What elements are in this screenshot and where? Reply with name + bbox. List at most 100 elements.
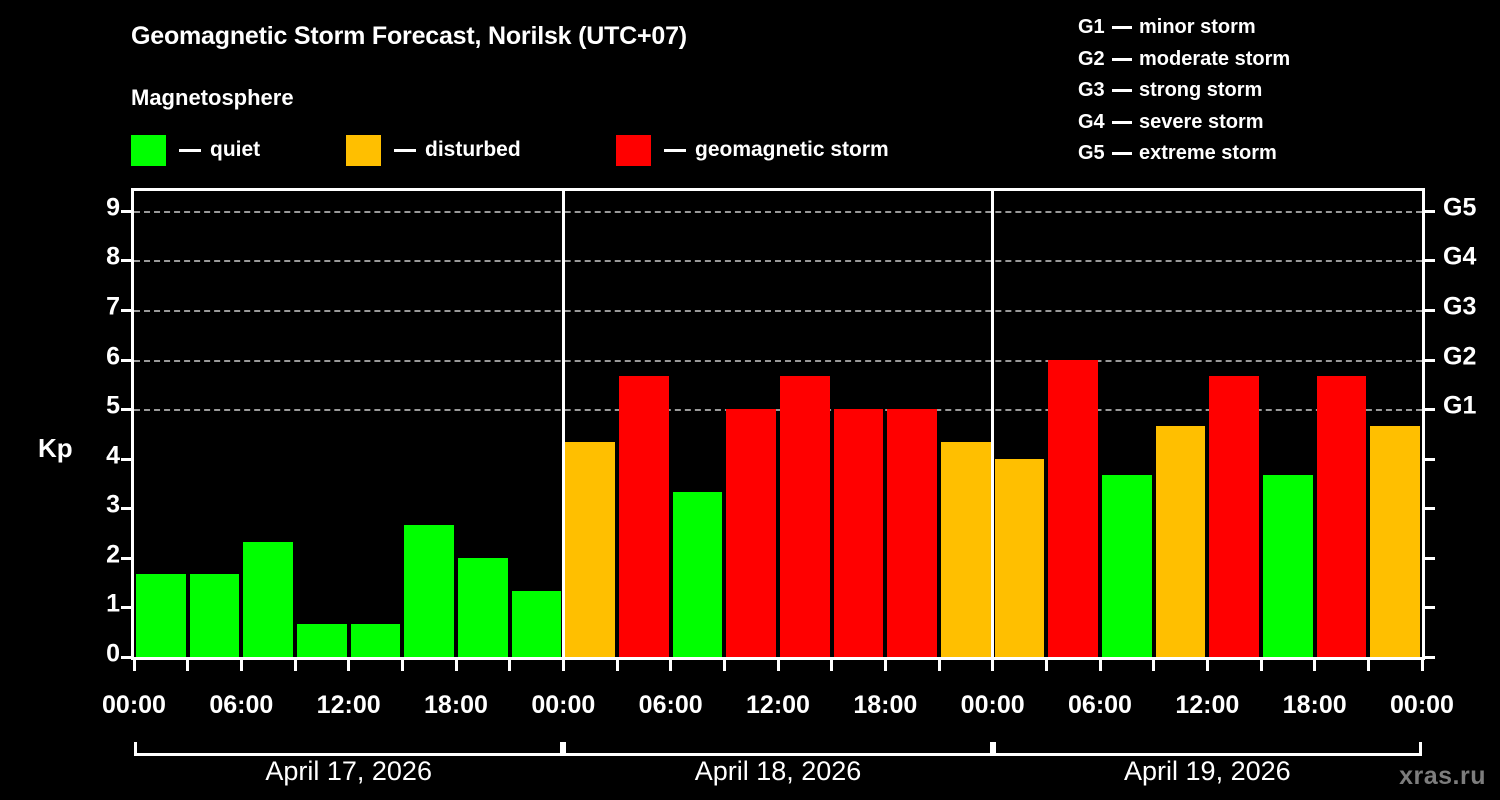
x-axis-label: 12:00 bbox=[746, 691, 810, 719]
legend-label-disturbed: disturbed bbox=[425, 138, 521, 161]
legend-item-disturbed: disturbed bbox=[346, 133, 521, 167]
x-tick-mark bbox=[1420, 660, 1424, 671]
g-legend-text: moderate storm bbox=[1139, 47, 1291, 70]
legend-item-storm: geomagnetic storm bbox=[616, 133, 889, 167]
y-tick-label: 8 bbox=[106, 242, 120, 271]
x-axis-label: 00:00 bbox=[102, 691, 166, 719]
bar-storm bbox=[780, 375, 830, 657]
x-tick-mark bbox=[830, 660, 834, 671]
x-axis-label: 18:00 bbox=[853, 691, 918, 719]
bar-storm bbox=[619, 375, 669, 657]
x-axis-label: 18:00 bbox=[1282, 691, 1347, 719]
g-legend-row-g3: G3 strong storm bbox=[1078, 75, 1290, 107]
x-axis-label: 12:00 bbox=[316, 691, 381, 719]
chart-subtitle: Magnetosphere bbox=[131, 85, 294, 110]
bar-storm bbox=[726, 409, 776, 657]
y-tick-mark-right bbox=[1425, 408, 1435, 412]
y-tick-mark-right bbox=[1425, 358, 1435, 362]
y-tick-label: 4 bbox=[106, 441, 120, 470]
bar-storm bbox=[1209, 375, 1259, 657]
legend-label-storm: geomagnetic storm bbox=[695, 138, 889, 161]
y-tick-mark bbox=[121, 358, 131, 362]
y-tick-mark bbox=[121, 259, 131, 263]
watermark: xras.ru bbox=[1399, 762, 1486, 790]
y-tick-mark-right bbox=[1425, 457, 1435, 461]
day-separator bbox=[991, 191, 995, 657]
g-legend-code: G1 bbox=[1078, 16, 1105, 38]
x-tick-mark bbox=[186, 660, 190, 671]
bar-quiet bbox=[136, 574, 186, 657]
x-axis-label: 18:00 bbox=[424, 691, 488, 719]
g-legend-row-g2: G2 moderate storm bbox=[1078, 44, 1290, 76]
day-label: April 19, 2026 bbox=[1124, 756, 1291, 786]
x-tick-mark bbox=[508, 660, 512, 671]
bar-quiet bbox=[243, 541, 293, 657]
right-axis-tick-g4: G4 bbox=[1443, 242, 1477, 271]
bar-disturbed bbox=[1370, 425, 1420, 657]
x-tick-mark bbox=[239, 660, 243, 671]
x-tick-mark bbox=[1313, 660, 1317, 671]
day-bracket bbox=[134, 742, 564, 756]
bar-disturbed bbox=[941, 442, 991, 657]
x-tick-mark bbox=[937, 660, 941, 671]
right-axis-tick-g2: G2 bbox=[1443, 342, 1477, 371]
y-tick-label: 2 bbox=[106, 540, 120, 569]
x-tick-mark bbox=[669, 660, 673, 671]
g-legend-code: G3 bbox=[1078, 79, 1105, 101]
y-tick-label: 5 bbox=[106, 391, 120, 420]
right-axis-tick-g1: G1 bbox=[1443, 391, 1477, 420]
y-axis-label: Kp bbox=[38, 433, 73, 463]
y-tick-mark-right bbox=[1425, 259, 1435, 263]
x-tick-mark bbox=[1205, 660, 1209, 671]
g-legend-dash-icon bbox=[1112, 89, 1132, 93]
x-axis-label: 12:00 bbox=[1175, 691, 1240, 719]
bar-quiet bbox=[458, 557, 508, 657]
bar-quiet bbox=[1102, 475, 1152, 657]
legend-dash-icon bbox=[179, 148, 201, 152]
bar-disturbed bbox=[994, 458, 1045, 657]
day-bracket bbox=[563, 742, 993, 756]
x-tick-mark bbox=[776, 660, 780, 671]
x-axis-label: 00:00 bbox=[960, 691, 1025, 719]
legend-swatch-quiet-icon bbox=[131, 134, 166, 166]
gridline bbox=[134, 309, 1422, 312]
bar-quiet bbox=[1263, 475, 1313, 657]
y-tick-label: 7 bbox=[106, 292, 120, 321]
bar-storm bbox=[887, 409, 937, 657]
y-tick-mark-right bbox=[1425, 507, 1435, 511]
x-tick-mark bbox=[722, 660, 726, 671]
legend-swatch-storm-icon bbox=[616, 134, 651, 166]
g-legend-text: minor storm bbox=[1139, 16, 1256, 38]
y-tick-mark bbox=[121, 408, 131, 412]
right-axis-tick-g5: G5 bbox=[1443, 193, 1477, 222]
bar-quiet bbox=[350, 623, 401, 657]
y-tick-mark bbox=[121, 457, 131, 461]
legend-swatch-disturbed-icon bbox=[346, 134, 381, 166]
y-tick-mark bbox=[121, 606, 131, 610]
y-tick-mark bbox=[121, 308, 131, 312]
x-axis-label: 00:00 bbox=[1390, 691, 1454, 719]
right-axis-g-ticks: G1 G2 G3 G4 G5 bbox=[1443, 188, 1500, 660]
g-legend-text: extreme storm bbox=[1139, 142, 1277, 164]
bar-storm bbox=[833, 409, 884, 657]
day-bracket bbox=[992, 742, 1422, 756]
bar-storm bbox=[1316, 375, 1367, 657]
legend-dash-icon bbox=[394, 148, 416, 152]
g-scale-legend: G1 minor storm G2 moderate storm G3 strong st… bbox=[1078, 12, 1290, 170]
x-tick-mark bbox=[132, 660, 136, 671]
x-tick-mark bbox=[1259, 660, 1263, 671]
y-tick-mark bbox=[121, 556, 131, 560]
y-tick-mark bbox=[121, 209, 131, 213]
gridline bbox=[134, 210, 1422, 213]
x-tick-mark bbox=[400, 660, 404, 671]
g-legend-dash-icon bbox=[1112, 57, 1132, 61]
y-tick-mark bbox=[121, 507, 131, 511]
y-tick-label: 0 bbox=[106, 639, 120, 668]
gridline bbox=[134, 409, 1422, 412]
y-tick-label: 1 bbox=[106, 589, 120, 618]
day-label: April 17, 2026 bbox=[265, 756, 432, 786]
legend-label-quiet: quiet bbox=[210, 138, 261, 161]
bar-disturbed bbox=[565, 442, 615, 657]
g-legend-dash-icon bbox=[1112, 152, 1132, 156]
g-legend-code: G5 bbox=[1078, 142, 1105, 164]
